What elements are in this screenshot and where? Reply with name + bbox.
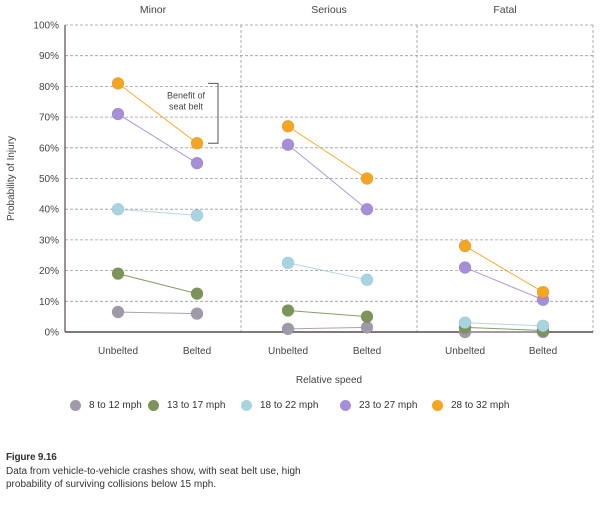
x-tick-label: Unbelted [445, 346, 485, 357]
data-point [111, 77, 125, 90]
data-point [360, 310, 374, 323]
data-point [281, 256, 295, 270]
x-tick-label: Unbelted [268, 346, 308, 357]
data-point [281, 304, 295, 317]
x-tick-label: Belted [353, 346, 381, 357]
series-line [117, 82, 198, 144]
series-line [287, 262, 368, 281]
data-point [458, 261, 472, 274]
panel-title: Serious [311, 4, 347, 16]
series-line [287, 326, 368, 330]
data-point [360, 172, 374, 185]
data-point [111, 267, 125, 280]
y-tick-label: 70% [39, 113, 59, 124]
caption-text: Data from vehicle-to-vehicle crashes sho… [6, 465, 301, 491]
legend-item: 13 to 17 mph [148, 400, 225, 411]
legend: 8 to 12 mph 13 to 17 mph 18 to 22 mph 23 to… [0, 400, 600, 420]
legend-marker-icon [70, 400, 81, 411]
series-line [117, 113, 198, 164]
panel-title: Minor [140, 4, 167, 16]
x-tick-label: Belted [183, 346, 211, 357]
y-tick-label: 0% [45, 328, 60, 339]
series-line [287, 144, 368, 210]
series-line [464, 245, 544, 293]
data-point [190, 307, 204, 320]
legend-item: 18 to 22 mph [241, 400, 318, 411]
series-line [464, 267, 544, 301]
series-line [287, 125, 368, 179]
data-point [190, 136, 204, 150]
data-point [281, 138, 295, 152]
y-axis-label: Probability of Injury [6, 136, 17, 221]
legend-label: 18 to 22 mph [260, 400, 319, 411]
legend-label: 13 to 17 mph [167, 400, 226, 411]
data-point [360, 273, 374, 287]
series-line [117, 208, 198, 216]
panel-title: Fatal [493, 4, 516, 16]
y-tick-label: 100% [33, 21, 59, 32]
series-line [464, 322, 544, 327]
annotation-bracket [208, 82, 219, 144]
data-point [536, 319, 550, 333]
data-point [190, 209, 204, 222]
legend-label: 23 to 27 mph [359, 400, 418, 411]
x-axis-label: Relative speed [296, 375, 362, 386]
data-point [281, 322, 295, 336]
data-point [458, 239, 472, 253]
y-tick-label: 10% [39, 297, 59, 308]
data-point [190, 156, 204, 170]
data-point [281, 120, 295, 133]
y-tick-label: 50% [39, 174, 59, 185]
annotation-text: seat belt [169, 101, 204, 111]
legend-marker-icon [340, 400, 351, 411]
data-point [111, 305, 125, 319]
series-line [117, 273, 198, 295]
y-tick-label: 20% [39, 266, 59, 277]
figure-caption: Figure 9.16 Data from vehicle-to-vehicle… [6, 451, 306, 492]
x-tick-label: Unbelted [98, 346, 138, 357]
y-tick-label: 80% [39, 82, 59, 93]
chart: 0% 10% 20% 30% 40% 50% 60% 70% 80% 90% 100% Minor Un… [6, 4, 594, 386]
y-tick-label: 60% [39, 143, 59, 154]
y-tick-label: 30% [39, 235, 59, 246]
series-line [287, 310, 368, 318]
legend-item: 28 to 32 mph [432, 400, 509, 411]
y-tick-label: 90% [39, 51, 59, 62]
data-point [536, 285, 550, 299]
data-point [111, 202, 125, 216]
annotation-text: Benefit of [167, 90, 206, 100]
series-line [117, 311, 198, 315]
x-tick-label: Belted [529, 346, 557, 357]
legend-marker-icon [432, 400, 443, 411]
series-line [464, 326, 544, 331]
figure-label: Figure 9.16 [6, 452, 57, 463]
data-point [360, 321, 374, 334]
legend-item: 8 to 12 mph [70, 400, 142, 411]
legend-marker-icon [241, 400, 252, 411]
legend-item: 23 to 27 mph [340, 400, 417, 411]
legend-label: 8 to 12 mph [89, 400, 142, 411]
y-tick-label: 40% [39, 205, 59, 216]
data-point [190, 287, 204, 300]
data-point [458, 316, 472, 330]
legend-marker-icon [148, 400, 159, 411]
legend-label: 28 to 32 mph [451, 400, 510, 411]
data-point [360, 202, 374, 216]
data-point [111, 107, 125, 121]
